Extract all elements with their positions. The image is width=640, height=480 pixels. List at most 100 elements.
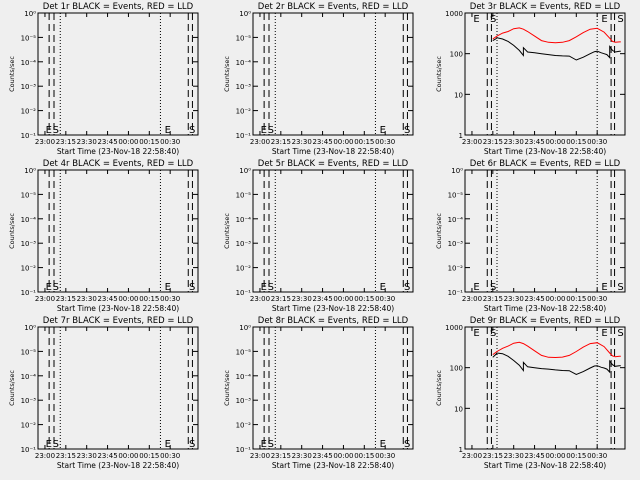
y-tick-label: 10⁻⁴ [21, 216, 37, 224]
y-tick-label: 10⁻⁴ [236, 373, 252, 381]
x-axis-label: Start Time (23-Nov-18 22:58:40) [484, 461, 606, 470]
y-tick-label: 10⁻⁴ [236, 216, 252, 224]
event-marker-e: E [261, 282, 267, 293]
x-tick-label: 23:00 [35, 452, 55, 460]
x-tick-label: 00:00 [118, 452, 138, 460]
y-tick-label: 10⁻¹ [21, 132, 37, 140]
event-marker-e: E [165, 439, 171, 450]
x-tick-label: 00:00 [118, 295, 138, 303]
event-marker-s: S [404, 125, 410, 136]
event-marker-s: S [268, 439, 274, 450]
series-line-black [492, 37, 621, 61]
y-tick-label: 10⁻³ [236, 83, 252, 91]
y-tick-label: 10⁰ [24, 167, 36, 175]
event-marker-s: S [617, 282, 623, 293]
plot-frame [37, 169, 199, 293]
x-axis-label: Start Time (23-Nov-18 22:58:40) [272, 147, 394, 156]
event-marker-s: S [53, 439, 59, 450]
event-marker-s: S [617, 14, 623, 25]
x-tick-label: 00:15 [354, 452, 374, 460]
chart-title: Det 1r BLACK = Events, RED = LLD [43, 2, 194, 12]
x-tick-label: 00:30 [160, 138, 180, 146]
x-tick-label: 23:00 [462, 138, 482, 146]
y-tick-label: 10⁰ [24, 10, 36, 18]
plot-frame [464, 326, 626, 450]
x-tick-label: 23:00 [462, 452, 482, 460]
x-tick-label: 23:15 [483, 452, 503, 460]
y-tick-label: 10⁻⁵ [236, 191, 252, 199]
x-tick-label: 23:45 [97, 295, 117, 303]
x-axis-label: Start Time (23-Nov-18 22:58:40) [57, 147, 179, 156]
event-marker-e: E [601, 282, 607, 293]
y-tick-label: 10⁻³ [236, 397, 252, 405]
chart-title: Det 7r BLACK = Events, RED = LLD [43, 316, 194, 326]
y-tick-label: 10⁻² [21, 108, 37, 116]
x-tick-label: 23:30 [292, 452, 312, 460]
y-tick-label: 100 [450, 365, 463, 373]
plot-frame [252, 12, 414, 136]
x-tick-label: 23:15 [56, 452, 76, 460]
y-tick-label: 10⁰ [239, 324, 251, 332]
event-marker-s: S [189, 282, 195, 293]
series-line-red [492, 27, 621, 44]
x-tick-label: 00:15 [139, 452, 159, 460]
x-tick-label: 23:30 [504, 452, 524, 460]
y-tick-label: 1 [459, 132, 463, 140]
x-tick-label: 23:00 [35, 295, 55, 303]
x-tick-label: 00:30 [160, 295, 180, 303]
chart-title: Det 9r BLACK = Events, RED = LLD [470, 316, 621, 326]
series-line-red [492, 341, 621, 359]
x-tick-label: 23:45 [312, 138, 332, 146]
x-tick-label: 23:45 [97, 138, 117, 146]
y-tick-label: 1 [459, 446, 463, 454]
x-tick-label: 00:00 [118, 138, 138, 146]
y-tick-label: 10⁻⁴ [21, 59, 37, 67]
x-tick-label: 00:30 [587, 295, 607, 303]
y-tick-label: 10 [454, 405, 463, 413]
y-tick-label: 10⁻² [448, 265, 464, 273]
x-tick-label: 23:15 [483, 138, 503, 146]
y-tick-label: 10⁻⁵ [21, 191, 37, 199]
x-tick-label: 00:15 [566, 138, 586, 146]
x-tick-label: 23:00 [250, 452, 270, 460]
y-tick-label: 10⁰ [451, 167, 463, 175]
x-axis-label: Start Time (23-Nov-18 22:58:40) [272, 461, 394, 470]
x-tick-label: 23:15 [271, 295, 291, 303]
x-tick-label: 23:30 [292, 138, 312, 146]
x-tick-label: 23:30 [504, 295, 524, 303]
event-marker-e: E [165, 282, 171, 293]
x-tick-label: 00:15 [139, 295, 159, 303]
event-marker-e: E [46, 282, 52, 293]
event-marker-s: S [490, 14, 496, 25]
y-tick-label: 10⁻⁵ [21, 34, 37, 42]
x-tick-label: 23:45 [312, 452, 332, 460]
x-tick-label: 00:00 [545, 295, 565, 303]
x-tick-label: 23:45 [312, 295, 332, 303]
y-axis-label: Counts/sec [8, 370, 16, 406]
y-tick-label: 10⁻³ [21, 83, 37, 91]
chart-title: Det 8r BLACK = Events, RED = LLD [258, 316, 409, 326]
y-tick-label: 10⁻⁵ [448, 191, 464, 199]
x-tick-label: 00:15 [566, 452, 586, 460]
y-axis-label: Counts/sec [435, 56, 443, 92]
plot-frame [37, 326, 199, 450]
event-marker-s: S [53, 282, 59, 293]
y-axis-label: Counts/sec [223, 56, 231, 92]
event-marker-e: E [46, 439, 52, 450]
series-line-black [492, 352, 621, 376]
event-marker-s: S [404, 439, 410, 450]
x-tick-label: 00:15 [566, 295, 586, 303]
x-axis-label: Start Time (23-Nov-18 22:58:40) [272, 304, 394, 313]
x-tick-label: 23:00 [35, 138, 55, 146]
x-tick-label: 23:15 [271, 138, 291, 146]
x-tick-label: 00:30 [375, 295, 395, 303]
y-axis-label: Counts/sec [223, 213, 231, 249]
y-tick-label: 10⁰ [24, 324, 36, 332]
event-marker-s: S [490, 282, 496, 293]
y-tick-label: 10⁻¹ [448, 289, 464, 297]
y-tick-label: 10⁻³ [236, 240, 252, 248]
y-axis-label: Counts/sec [435, 370, 443, 406]
x-tick-label: 23:00 [250, 295, 270, 303]
y-tick-label: 10⁻⁵ [21, 348, 37, 356]
